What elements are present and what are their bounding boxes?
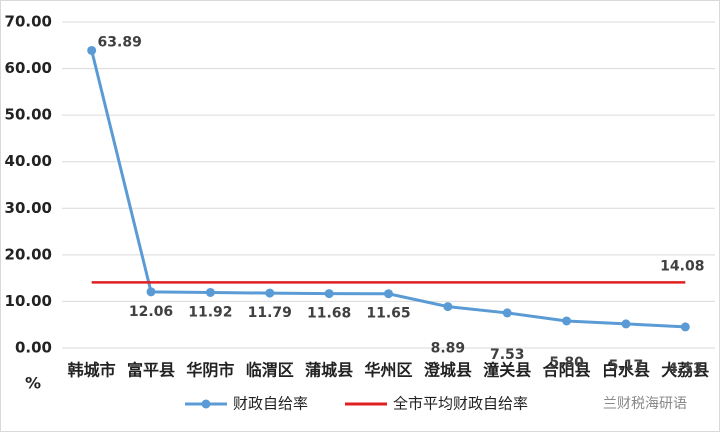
x-tick-label: 白水县 xyxy=(602,361,650,380)
point xyxy=(384,289,393,299)
x-tick-label: 澄城县 xyxy=(424,361,472,380)
point xyxy=(324,289,334,299)
value-label: 4.53 xyxy=(668,361,703,377)
x-tick-label: 蒲城县 xyxy=(305,361,353,380)
x-tick-label: 华阴市 xyxy=(186,361,234,380)
point xyxy=(146,287,156,297)
value-label: 8.89 xyxy=(431,341,466,357)
x-tick-label: 大荔县 xyxy=(661,361,709,380)
value-label: 12.06 xyxy=(129,304,173,320)
point xyxy=(621,319,631,329)
value-label: 5.17 xyxy=(609,358,644,374)
y-tick-label: 0.00 xyxy=(15,339,52,357)
point xyxy=(680,322,690,332)
value-label: 11.79 xyxy=(248,305,292,321)
value-label: 63.89 xyxy=(98,34,142,50)
y-tick-label: 60.00 xyxy=(5,59,52,77)
legend-marker xyxy=(201,399,211,409)
x-tick-label: 华州区 xyxy=(364,361,412,380)
point xyxy=(443,302,453,312)
legend-label: 财政自给率 xyxy=(233,395,308,413)
value-label: 11.65 xyxy=(366,306,410,322)
y-tick-label: 40.00 xyxy=(5,152,52,170)
y-unit: % xyxy=(25,374,41,393)
y-tick-label: 50.00 xyxy=(5,106,52,124)
x-tick-label: 韩城市 xyxy=(68,361,116,380)
value-label: 11.68 xyxy=(307,306,351,322)
point xyxy=(265,288,275,298)
value-label: 7.53 xyxy=(490,347,525,363)
point xyxy=(562,316,572,326)
watermark: 兰财税海研语 xyxy=(603,396,687,412)
point xyxy=(205,287,215,297)
value-label: 5.80 xyxy=(549,355,584,371)
y-tick-label: 70.00 xyxy=(5,13,52,31)
point xyxy=(87,45,97,55)
x-tick-label: 合阳县 xyxy=(543,361,591,380)
x-tick-label: 潼关县 xyxy=(483,361,531,380)
value-label: 11.92 xyxy=(188,304,232,320)
y-tick-label: 30.00 xyxy=(5,199,52,217)
legend-label: 全市平均财政自给率 xyxy=(393,395,528,413)
y-tick-label: 20.00 xyxy=(5,245,52,263)
x-tick-label: 临渭区 xyxy=(246,361,294,380)
x-tick-label: 富平县 xyxy=(127,361,175,380)
y-tick-label: 10.00 xyxy=(5,292,52,310)
point xyxy=(502,308,512,318)
value-label: 14.08 xyxy=(660,258,704,274)
